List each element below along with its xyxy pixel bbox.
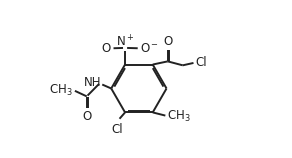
Text: CH$_3$: CH$_3$	[167, 109, 191, 124]
Text: O: O	[82, 110, 91, 123]
Text: O: O	[102, 42, 111, 55]
Text: O$^-$: O$^-$	[140, 42, 159, 55]
Text: O: O	[163, 35, 172, 48]
Text: NH: NH	[84, 76, 101, 89]
Text: Cl: Cl	[111, 123, 123, 136]
Text: N$^+$: N$^+$	[116, 34, 134, 49]
Text: CH$_3$: CH$_3$	[49, 82, 72, 98]
Text: Cl: Cl	[195, 56, 207, 70]
